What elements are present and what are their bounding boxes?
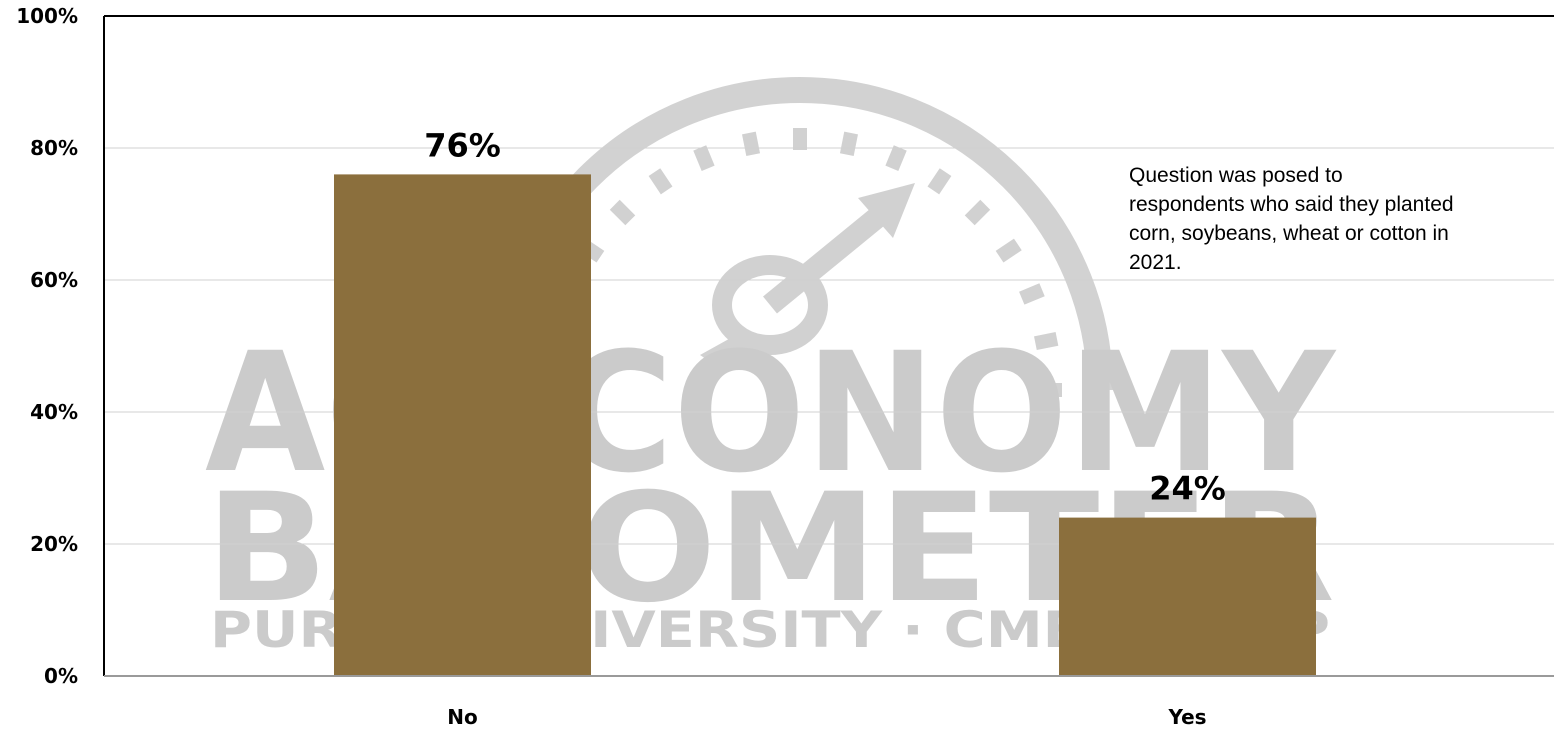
bars xyxy=(334,174,1316,676)
gauge-tick xyxy=(1034,332,1059,351)
y-tick-label: 20% xyxy=(30,532,78,556)
labels: 0% 20% 40% 60% 80% 100% 76% No 24% Yes xyxy=(16,4,1226,729)
x-tick-label: No xyxy=(447,705,477,729)
y-tick-label: 100% xyxy=(16,4,78,28)
gauge-tick xyxy=(693,145,715,171)
y-tick-label: 60% xyxy=(30,268,78,292)
annotation-note: Question was posed to respondents who sa… xyxy=(1129,164,1454,274)
gauge-tick xyxy=(927,168,952,195)
data-label: 24% xyxy=(1149,470,1226,508)
data-label: 76% xyxy=(424,126,501,164)
gauge-tick xyxy=(885,145,907,171)
bar-no xyxy=(334,174,591,676)
y-tick-label: 0% xyxy=(44,664,78,688)
gauge-tick xyxy=(1019,283,1045,305)
gauge-tick xyxy=(995,238,1022,263)
gauge-tick xyxy=(742,131,761,156)
bar-yes xyxy=(1059,517,1316,676)
gauge-ticks xyxy=(578,128,1062,397)
gauge-tick xyxy=(609,199,636,226)
axes xyxy=(103,15,1554,677)
x-tick-label: Yes xyxy=(1167,705,1206,729)
gauge-tick xyxy=(964,199,991,226)
gauge-arrow-icon xyxy=(700,183,915,365)
y-tick-label: 80% xyxy=(30,136,78,160)
gauge-tick xyxy=(648,168,673,195)
y-tick-label: 40% xyxy=(30,400,78,424)
gauge-tick xyxy=(839,131,858,156)
